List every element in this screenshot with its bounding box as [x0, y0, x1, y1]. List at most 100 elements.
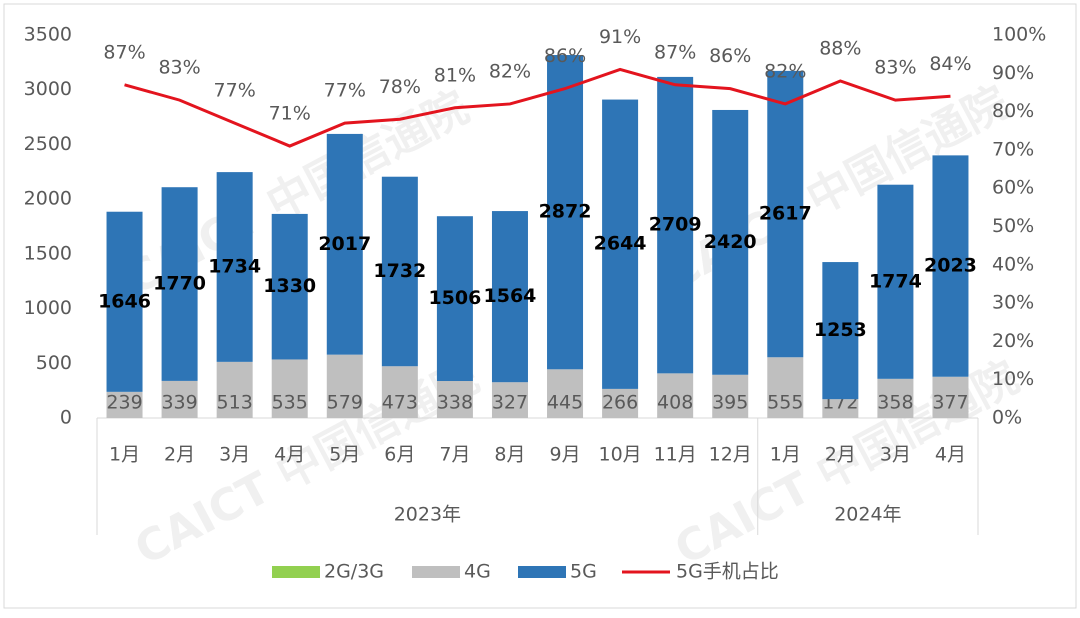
y-tick-label: 3500 [24, 24, 72, 46]
bar-2 [657, 76, 694, 374]
y2-tick-label: 30% [992, 292, 1034, 314]
bar-1 [106, 391, 143, 418]
group-label: 2023年 [394, 504, 461, 526]
data-label: 338 [437, 392, 473, 414]
y2-tick-label: 50% [992, 215, 1034, 237]
bar-1 [491, 382, 528, 418]
line-label: 77% [324, 80, 366, 102]
bar-1 [547, 369, 584, 418]
y2-tick-label: 80% [992, 100, 1034, 122]
data-label: 473 [382, 392, 418, 414]
legend-swatch [272, 566, 320, 578]
bar-1 [932, 376, 969, 418]
line-label: 86% [544, 45, 586, 67]
data-label: 358 [877, 392, 913, 414]
data-label: 395 [712, 392, 748, 414]
bar-1 [326, 354, 363, 418]
y2-tick-label: 20% [992, 330, 1034, 352]
y2-tick-label: 90% [992, 62, 1034, 84]
x-tick-label: 7月 [439, 444, 470, 466]
bar-1 [216, 361, 253, 418]
data-label: 2023 [924, 255, 977, 277]
bar-2 [271, 213, 308, 360]
data-label: 2017 [318, 233, 371, 255]
x-tick-label: 10月 [599, 444, 642, 466]
y2-tick-label: 40% [992, 253, 1034, 275]
line-label: 87% [654, 41, 696, 63]
data-label: 1564 [484, 285, 537, 307]
line-label: 83% [158, 57, 200, 79]
line-label: 71% [269, 103, 311, 125]
bar-2 [547, 55, 584, 370]
bar-2 [106, 211, 143, 392]
data-label: 1732 [373, 260, 426, 282]
x-tick-label: 2月 [825, 444, 856, 466]
x-tick-label: 9月 [549, 444, 580, 466]
line-label: 78% [379, 76, 421, 98]
y-tick-label: 1000 [24, 297, 72, 319]
x-tick-label: 2月 [164, 444, 195, 466]
data-label: 339 [161, 392, 197, 414]
bar-2 [767, 70, 804, 358]
data-label: 2420 [704, 231, 757, 253]
bar-1 [712, 374, 749, 418]
line-label: 82% [764, 60, 806, 82]
data-label: 327 [492, 392, 528, 414]
bar-2 [932, 155, 969, 377]
line-label: 77% [214, 80, 256, 102]
data-label: 1253 [814, 319, 867, 341]
data-label: 513 [217, 392, 253, 414]
bar-1 [767, 357, 804, 418]
y-tick-label: 500 [36, 352, 72, 374]
y-tick-label: 2000 [24, 188, 72, 210]
data-label: 555 [767, 392, 803, 414]
data-label: 377 [932, 392, 968, 414]
data-label: 2709 [649, 214, 702, 236]
line-3 [124, 67, 951, 148]
bar-2 [381, 176, 418, 367]
x-tick-label: 4月 [935, 444, 966, 466]
bar-1 [602, 388, 639, 418]
data-label: 1506 [428, 287, 481, 309]
legend-label: 2G/3G [324, 561, 384, 583]
x-tick-label: 8月 [494, 444, 525, 466]
line-label: 88% [819, 37, 861, 59]
data-label: 445 [547, 392, 583, 414]
bar-1 [877, 378, 914, 418]
line-label: 87% [103, 41, 145, 63]
x-tick-label: 1月 [770, 444, 801, 466]
legend-swatch [518, 566, 566, 578]
data-label: 535 [272, 392, 308, 414]
bar-2 [822, 262, 859, 400]
x-tick-label: 6月 [384, 444, 415, 466]
y2-tick-label: 70% [992, 138, 1034, 160]
bar-2 [326, 133, 363, 355]
legend-swatch [412, 566, 460, 578]
x-tick-label: 4月 [274, 444, 305, 466]
line-label: 82% [489, 60, 531, 82]
line-label: 84% [929, 53, 971, 75]
y2-tick-label: 0% [992, 407, 1022, 429]
x-tick-label: 11月 [654, 444, 697, 466]
group-label: 2024年 [834, 504, 901, 526]
bar-1 [657, 373, 694, 418]
data-label: 1646 [98, 290, 151, 312]
data-label: 2872 [539, 201, 592, 223]
y-tick-label: 3000 [24, 78, 72, 100]
line-label: 91% [599, 26, 641, 48]
x-tick-label: 12月 [709, 444, 752, 466]
bar-1 [161, 380, 198, 418]
bar-1 [436, 381, 473, 418]
x-tick-label: 5月 [329, 444, 360, 466]
bar-2 [877, 184, 914, 379]
x-tick-label: 3月 [880, 444, 911, 466]
legend-label: 5G [570, 561, 597, 583]
data-label: 1770 [153, 273, 206, 295]
bar-2 [712, 109, 749, 375]
line-label: 86% [709, 45, 751, 67]
line-label: 83% [874, 57, 916, 79]
y2-tick-label: 60% [992, 177, 1034, 199]
legend-label: 5G手机占比 [676, 561, 779, 583]
data-label: 1734 [208, 255, 261, 277]
